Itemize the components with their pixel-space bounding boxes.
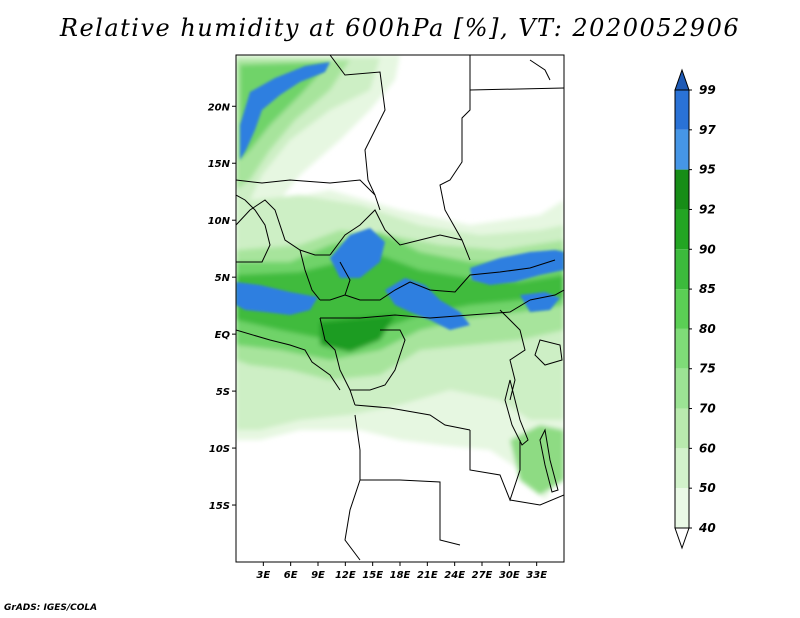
colorbar-label: 80 [699, 322, 716, 336]
border-path [350, 329, 406, 391]
colorbar-label: 95 [699, 163, 716, 177]
rh-region-97-west [236, 282, 318, 315]
colorbar-label: 40 [698, 521, 716, 535]
colorbar-segment [675, 169, 689, 210]
colorbar-label: 99 [699, 83, 716, 97]
border-path [360, 479, 461, 546]
rh-region-97-east2 [520, 292, 560, 312]
colorbar-label: 50 [699, 481, 716, 495]
colorbar-segment [675, 289, 689, 329]
lon-tick-label: 12E [335, 570, 356, 581]
border-path [409, 259, 556, 293]
longitude-axis: 3E 6E 9E 12E 15E 18E 21E 24E 27E 30E 33E [256, 562, 547, 581]
lat-tick-label: 5N [215, 273, 231, 284]
lon-tick-label: 3E [256, 570, 270, 581]
border-path [529, 289, 564, 301]
lon-tick-label: 15E [362, 570, 383, 581]
colorbar-label: 70 [699, 402, 716, 416]
lon-tick-label: 6E [284, 570, 298, 581]
border-path [439, 55, 471, 261]
colorbar-segment [675, 90, 689, 130]
border-path [319, 317, 356, 406]
colorbar-segment [675, 129, 689, 170]
lake-victoria [534, 339, 563, 366]
rh-region-97-east [470, 250, 564, 285]
colorbar-label: 97 [699, 123, 716, 137]
colorbar-segment [675, 368, 689, 409]
lon-tick-label: 21E [417, 570, 438, 581]
border-path [329, 55, 386, 211]
border-path [344, 414, 361, 561]
rh-region-97-north [240, 62, 330, 160]
lat-tick-label: 15S [209, 501, 230, 512]
colorbar-segment [675, 488, 689, 528]
lat-tick-label: 10N [208, 216, 231, 227]
lake-tanganyika [504, 379, 529, 446]
border-path [299, 249, 321, 301]
lat-tick-label: EQ [215, 330, 231, 341]
colorbar-bottom-triangle [674, 527, 690, 550]
colorbar-label: 75 [699, 362, 716, 376]
colorbar-segment [675, 328, 689, 369]
lon-tick-label: 9E [311, 570, 325, 581]
country-borders [236, 55, 564, 561]
lon-tick-label: 30E [499, 570, 520, 581]
colorbar-label: 92 [699, 202, 716, 216]
lat-tick-label: 20N [208, 102, 231, 113]
rh-region-green-south [510, 425, 564, 495]
colorbar-label: 60 [699, 441, 716, 455]
lon-tick-label: 27E [472, 570, 493, 581]
border-path [344, 281, 411, 301]
colorbar-top-triangle [674, 68, 690, 91]
border-path [469, 430, 521, 502]
colorbar-label: 90 [699, 242, 716, 256]
colorbar: 40 50 60 70 75 80 85 90 92 95 97 99 [674, 68, 716, 550]
border-path [509, 494, 564, 506]
rh-region-97-center [330, 228, 385, 278]
coast-east [529, 59, 551, 81]
colorbar-segment [675, 408, 689, 449]
border-path [320, 299, 531, 319]
border-path [499, 309, 526, 401]
border-path [236, 179, 376, 196]
coastline-path [236, 329, 341, 391]
lon-tick-label: 33E [526, 570, 547, 581]
lake-malawi [539, 428, 559, 493]
lon-tick-label: 24E [444, 570, 465, 581]
credit-label: GrADS: IGES/COLA [4, 603, 98, 613]
lon-tick-label: 18E [390, 570, 411, 581]
border-path [236, 194, 271, 263]
colorbar-segment [675, 209, 689, 250]
lat-tick-label: 10S [209, 444, 230, 455]
border-path [469, 87, 564, 91]
colorbar-label: 85 [699, 282, 716, 296]
latitude-axis: 20N 15N 10N 5N EQ 5S 10S 15S [208, 102, 236, 512]
border-path [236, 199, 330, 256]
lat-tick-label: 15N [208, 159, 231, 170]
border-path [329, 209, 463, 256]
colorbar-segment [675, 249, 689, 290]
rh-region-92 [320, 315, 395, 352]
lat-tick-label: 5S [216, 387, 230, 398]
map-plot-area [236, 55, 564, 562]
colorbar-segment [675, 448, 689, 489]
chart-title: Relative humidity at 600hPa [%], VT: 202… [59, 14, 741, 42]
border-path [354, 404, 471, 431]
